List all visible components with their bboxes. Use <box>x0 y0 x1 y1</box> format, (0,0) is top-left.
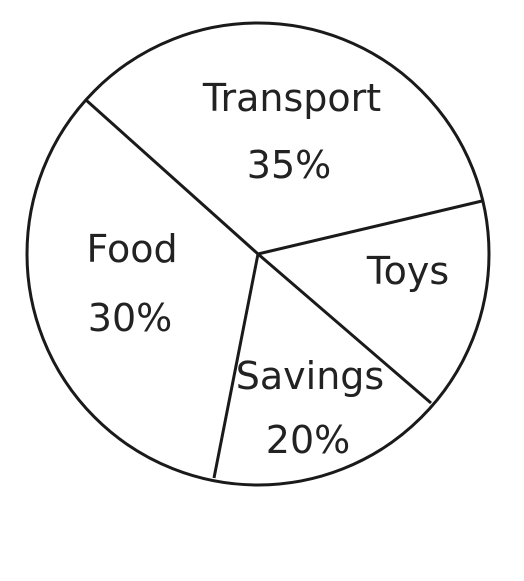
slice-label-toys: Toys <box>366 249 449 293</box>
slice-transport: Transport 35% <box>202 76 381 187</box>
slice-value-savings: 20% <box>266 418 350 462</box>
divider-transport-toys <box>257 199 483 256</box>
slice-toys: Toys <box>366 249 449 293</box>
slice-label-food: Food <box>86 227 177 271</box>
slice-food: Food 30% <box>86 227 177 340</box>
slice-value-transport: 35% <box>247 143 331 187</box>
divider-savings-food <box>212 253 260 479</box>
slice-label-transport: Transport <box>202 76 381 120</box>
slice-savings: Savings 20% <box>236 354 384 462</box>
slice-value-food: 30% <box>88 296 172 340</box>
divider-toys-savings <box>257 252 432 405</box>
slice-label-savings: Savings <box>236 354 384 398</box>
divider-transport-food <box>84 98 260 256</box>
